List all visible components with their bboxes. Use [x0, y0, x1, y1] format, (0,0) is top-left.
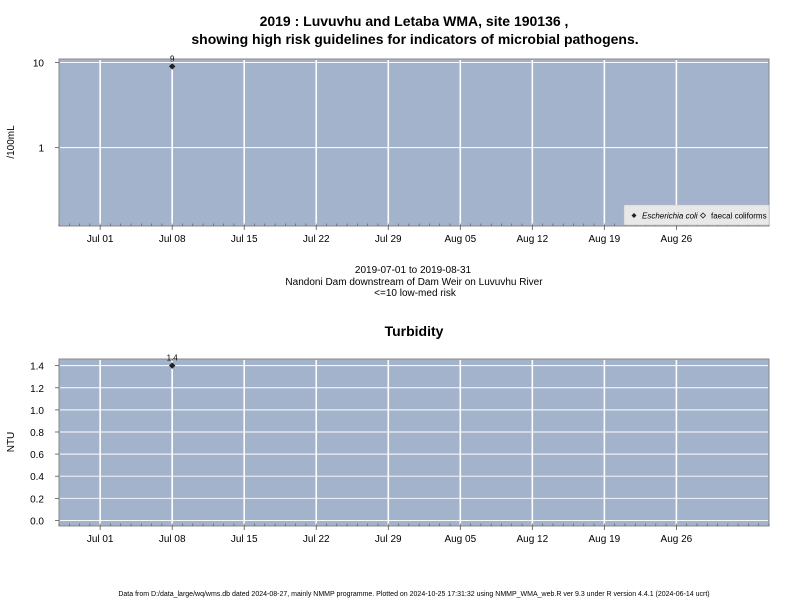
- turbidity-x-tick-label: Aug 12: [516, 534, 548, 545]
- legend[interactable]: Escherichia coli faecal coliforms: [623, 204, 770, 226]
- turbidity-y-axis: 0.0 0.2 0.4 0.6 0.8 1.0 1.2 1.4: [30, 362, 59, 527]
- footer-note: Data from D:/data_large/wq/wms.db dated …: [118, 591, 709, 598]
- microbial-x-tick-label: Jul 01: [87, 234, 114, 245]
- microbial-points: 9: [168, 54, 176, 70]
- microbial-x-tick-label: Jul 08: [159, 234, 186, 245]
- microbial-x-tick-label: Aug 12: [516, 234, 548, 245]
- turbidity-x-tick-label: Jul 08: [159, 534, 186, 545]
- microbial-y-tick-label: 10: [33, 59, 45, 70]
- chart-title-line-1: 2019 : Luvuvhu and Letaba WMA, site 1901…: [260, 13, 569, 29]
- risk-guideline-text: <=10 low-med risk: [374, 288, 457, 299]
- turbidity-data-point[interactable]: [168, 362, 176, 369]
- legend-faecal-label: faecal coliforms: [711, 212, 767, 221]
- turbidity-y-tick-label: 0.4: [30, 472, 44, 483]
- turbidity-points: 1.4: [167, 354, 179, 369]
- microbial-x-tick-label: Jul 22: [303, 234, 330, 245]
- turbidity-x-tick-label: Jul 15: [231, 534, 258, 545]
- legend-ecoli-marker-icon: [631, 213, 637, 218]
- legend-box: [623, 204, 770, 226]
- legend-ecoli-label: Escherichia coli: [642, 212, 698, 221]
- site-description-text: Nandoni Dam downstream of Dam Weir on Lu…: [285, 277, 543, 288]
- microbial-x-tick-label: Jul 15: [231, 234, 258, 245]
- turbidity-data-label: 1.4: [167, 354, 179, 363]
- turbidity-grid: [60, 360, 768, 525]
- microbial-y-axis: 1 10: [33, 59, 59, 155]
- microbial-panel: 1 10 Jul 01 Jul 08 Jul 15 Jul 22 Jul 29 Aug 05…: [6, 54, 770, 245]
- date-range-text: 2019-07-01 to 2019-08-31: [355, 265, 472, 276]
- turbidity-title: Turbidity: [385, 323, 444, 339]
- turbidity-y-tick-label: 1.0: [30, 406, 44, 417]
- turbidity-x-axis: Jul 01 Jul 08 Jul 15 Jul 22 Jul 29 Aug 05 Aug …: [58, 523, 770, 545]
- microbial-y-axis-label: /100mL: [6, 125, 17, 159]
- microbial-y-tick-label: 1: [38, 144, 44, 155]
- turbidity-x-tick-label: Jul 22: [303, 534, 330, 545]
- microbial-plot-area: [58, 58, 770, 227]
- turbidity-x-tick-label: Aug 05: [444, 534, 476, 545]
- turbidity-x-tick-label: Jul 29: [375, 534, 402, 545]
- microbial-x-axis: Jul 01 Jul 08 Jul 15 Jul 22 Jul 29 Aug 05 Aug …: [58, 223, 770, 245]
- microbial-grid: [60, 60, 768, 225]
- turbidity-y-tick-label: 0.8: [30, 428, 44, 439]
- turbidity-y-tick-label: 1.4: [30, 362, 44, 373]
- legend-faecal-marker-icon: [699, 212, 707, 219]
- microbial-x-tick-label: Aug 05: [444, 234, 476, 245]
- turbidity-panel: 0.00.20.40.60.81.01.21.4 Jul 01 Jul 08 Jul…: [6, 354, 770, 545]
- microbial-data-point[interactable]: [168, 63, 176, 70]
- turbidity-x-tick-label: Aug 19: [589, 534, 621, 545]
- microbial-x-tick-label: Aug 19: [589, 234, 621, 245]
- turbidity-y-tick-label: 0.6: [30, 450, 44, 461]
- turbidity-x-tick-label: Aug 26: [661, 534, 693, 545]
- turbidity-plot-area: [58, 358, 770, 527]
- turbidity-y-tick-label: 1.2: [30, 384, 44, 395]
- turbidity-y-axis-label: NTU: [6, 432, 17, 453]
- microbial-data-label: 9: [170, 54, 175, 63]
- microbial-x-tick-label: Aug 26: [661, 234, 693, 245]
- turbidity-y-tick-label: 0.0: [30, 516, 44, 527]
- microbial-x-tick-label: Jul 29: [375, 234, 402, 245]
- chart-title-line-2: showing high risk guidelines for indicat…: [191, 31, 638, 47]
- turbidity-x-tick-label: Jul 01: [87, 534, 114, 545]
- turbidity-y-tick-label: 0.2: [30, 494, 44, 505]
